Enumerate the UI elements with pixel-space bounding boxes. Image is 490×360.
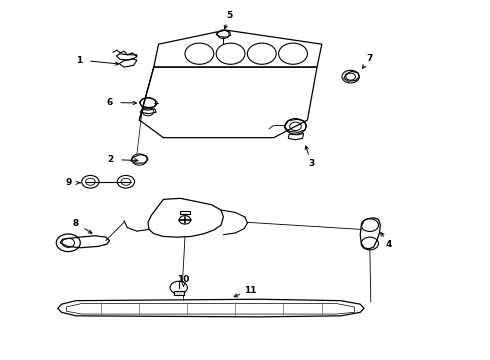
Text: 8: 8: [73, 219, 79, 228]
Text: 5: 5: [226, 12, 232, 21]
Text: 7: 7: [367, 54, 373, 63]
Text: 9: 9: [66, 178, 72, 187]
Text: 6: 6: [106, 98, 113, 107]
Text: 11: 11: [244, 285, 256, 294]
Text: 2: 2: [107, 155, 114, 164]
Text: 10: 10: [177, 275, 190, 284]
Polygon shape: [174, 291, 184, 294]
Text: 4: 4: [386, 240, 392, 249]
Text: 1: 1: [76, 55, 82, 64]
Text: 3: 3: [308, 158, 315, 167]
